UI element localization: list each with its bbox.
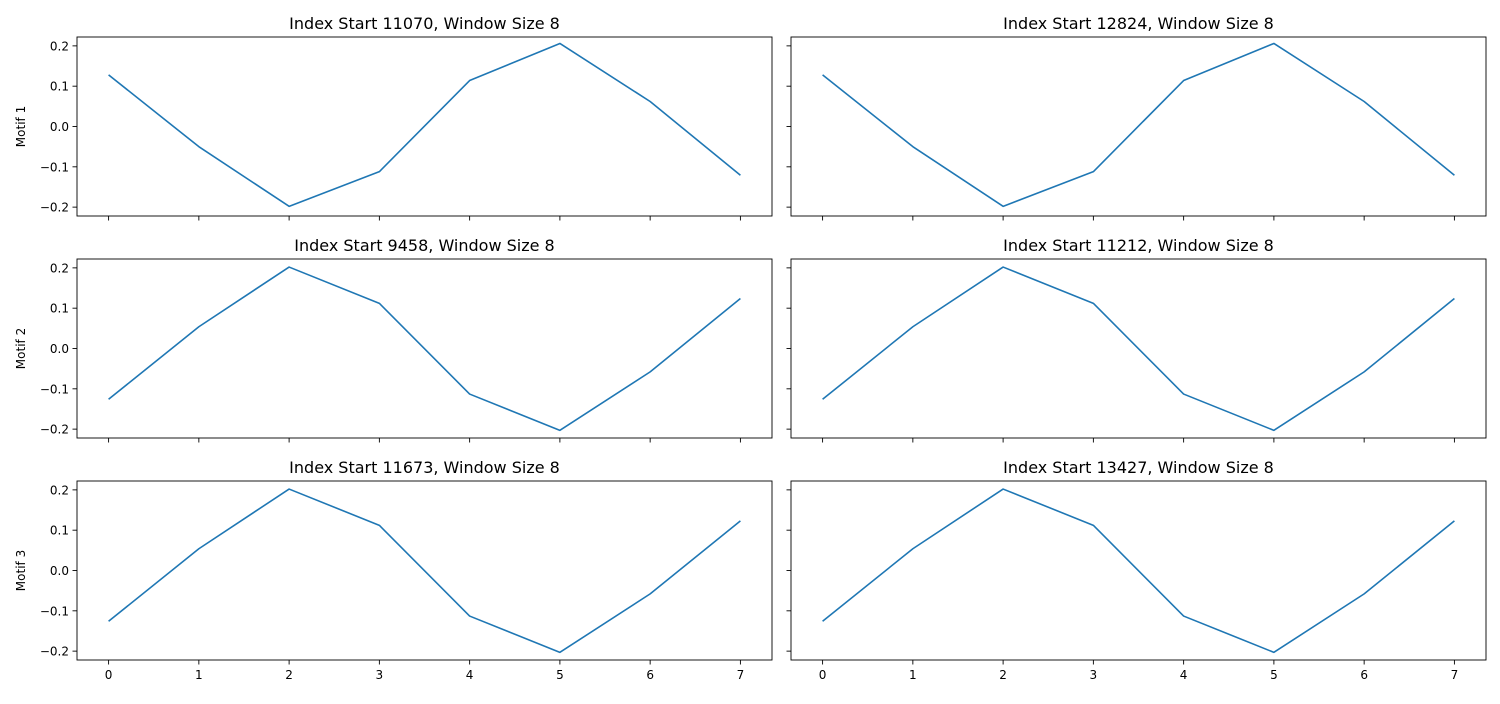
x-tick-label: 2 [285, 668, 293, 682]
panel-title: Index Start 12824, Window Size 8 [1003, 14, 1274, 33]
series-line [108, 488, 741, 654]
panel-title: Index Start 11673, Window Size 8 [289, 458, 560, 477]
x-tick-label: 4 [466, 668, 474, 682]
y-tick-label: −0.1 [40, 604, 69, 618]
x-tick-label: 4 [1180, 668, 1188, 682]
y-axis-label: Motif 3 [14, 550, 28, 591]
y-tick-label: 0.0 [50, 564, 69, 578]
series-line [108, 42, 741, 208]
x-tick-label: 0 [819, 668, 827, 682]
x-tick-label: 7 [737, 668, 745, 682]
x-tick-label: 2 [999, 668, 1007, 682]
y-tick-label: 0.2 [50, 261, 69, 275]
x-tick-label: 1 [195, 668, 203, 682]
y-tick-label: 0.2 [50, 39, 69, 53]
panel-title: Index Start 9458, Window Size 8 [294, 236, 554, 255]
series-line [822, 266, 1455, 432]
x-tick-label: 7 [1451, 668, 1459, 682]
series-line [822, 42, 1455, 208]
panel-title: Index Start 11212, Window Size 8 [1003, 236, 1274, 255]
y-tick-label: −0.2 [40, 201, 69, 215]
y-tick-label: 0.0 [50, 342, 69, 356]
y-tick-label: 0.2 [50, 483, 69, 497]
y-tick-label: −0.2 [40, 645, 69, 659]
panel-title: Index Start 11070, Window Size 8 [289, 14, 560, 33]
x-tick-label: 5 [556, 668, 564, 682]
x-tick-label: 1 [909, 668, 917, 682]
x-tick-label: 6 [1360, 668, 1368, 682]
y-axis-label: Motif 1 [14, 106, 28, 147]
panel-title: Index Start 13427, Window Size 8 [1003, 458, 1274, 477]
y-tick-label: 0.1 [50, 524, 69, 538]
y-tick-label: −0.2 [40, 423, 69, 437]
x-tick-label: 3 [376, 668, 384, 682]
x-tick-label: 3 [1090, 668, 1098, 682]
y-tick-label: −0.1 [40, 382, 69, 396]
series-line [822, 488, 1455, 654]
x-tick-label: 0 [105, 668, 113, 682]
y-tick-label: −0.1 [40, 160, 69, 174]
y-axis-label: Motif 2 [14, 328, 28, 369]
x-tick-label: 5 [1270, 668, 1278, 682]
series-line [108, 266, 741, 432]
y-tick-label: 0.1 [50, 80, 69, 94]
x-tick-label: 6 [646, 668, 654, 682]
y-tick-label: 0.1 [50, 302, 69, 316]
y-tick-label: 0.0 [50, 120, 69, 134]
